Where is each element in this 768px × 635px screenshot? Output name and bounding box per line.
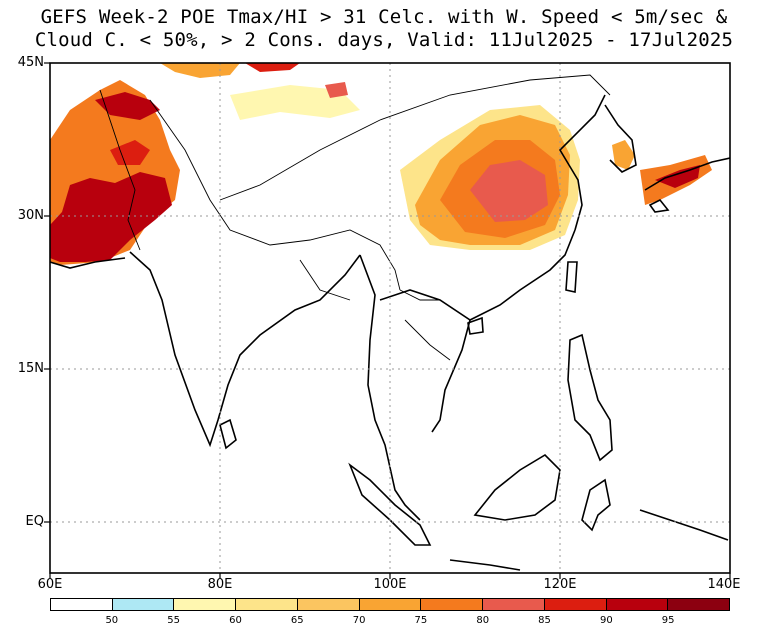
- colorbar-swatch: [112, 599, 175, 610]
- title-line-1: GEFS Week-2 POE Tmax/HI > 31 Celc. with …: [40, 6, 728, 28]
- colorbar-swatch: [483, 599, 545, 610]
- colorbar-tick-label: 65: [290, 615, 304, 626]
- colorbar-tick-label: 80: [476, 615, 490, 626]
- colorbar-tick-label: 75: [414, 615, 428, 626]
- lat-label-30n: 30N: [17, 208, 44, 223]
- lon-label-60e: 60E: [37, 577, 63, 592]
- lon-label-140e: 140E: [707, 577, 741, 592]
- mongolia-yellow: [230, 85, 360, 120]
- colorbar-swatch: [297, 599, 360, 610]
- colorbar-tick-label: 60: [229, 615, 242, 626]
- axis-ticks: [44, 62, 731, 579]
- colorbar-swatch: [544, 599, 607, 610]
- colorbar: [50, 598, 730, 611]
- probability-shading: [50, 63, 712, 265]
- afghanistan-red: [95, 92, 160, 120]
- gridlines: [50, 63, 730, 573]
- lat-label-45n: 45N: [17, 55, 44, 70]
- china-red: [470, 160, 548, 222]
- colorbar-swatch: [174, 599, 237, 610]
- colorbar-tick-label: 70: [352, 615, 366, 626]
- colorbar-swatch: [236, 599, 298, 610]
- borders: [99, 74, 611, 361]
- lat-label-eq: EQ: [25, 514, 44, 529]
- colorbar-swatch: [359, 599, 422, 610]
- colorbar-tick-label: 50: [105, 615, 119, 626]
- lon-label-100e: 100E: [373, 577, 407, 592]
- colorbar-swatch: [668, 599, 730, 610]
- colorbar-tick-label: 55: [167, 615, 180, 626]
- mongolia-red-spot: [325, 82, 348, 98]
- central-asia-patch: [160, 63, 240, 78]
- colorbar-swatch: [606, 599, 669, 610]
- lon-label-120e: 120E: [543, 577, 577, 592]
- west-region-red: [50, 172, 172, 262]
- title-line-2: Cloud C. < 50%, > 2 Cons. days, Valid: 1…: [34, 29, 734, 51]
- coastlines: [50, 94, 730, 571]
- colorbar-tick-label: 95: [661, 615, 675, 626]
- korea-orange: [612, 140, 635, 170]
- central-asia-red: [245, 63, 300, 72]
- colorbar-swatch: [51, 599, 113, 610]
- colorbar-tick-label: 85: [538, 615, 551, 626]
- lon-label-80e: 80E: [207, 577, 233, 592]
- tajik-red: [110, 140, 150, 165]
- lat-label-15n: 15N: [17, 361, 44, 376]
- colorbar-tick-label: 90: [599, 615, 613, 626]
- colorbar-swatch: [421, 599, 484, 610]
